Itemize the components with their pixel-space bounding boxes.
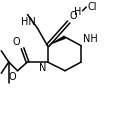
Text: O: O	[9, 72, 16, 82]
Text: N: N	[39, 63, 46, 73]
Text: HN: HN	[22, 17, 36, 27]
Polygon shape	[48, 35, 66, 46]
Text: H: H	[74, 7, 81, 17]
Text: O: O	[12, 37, 20, 47]
Text: Cl: Cl	[88, 2, 97, 12]
Text: O: O	[70, 11, 78, 21]
Text: NH: NH	[82, 34, 97, 45]
